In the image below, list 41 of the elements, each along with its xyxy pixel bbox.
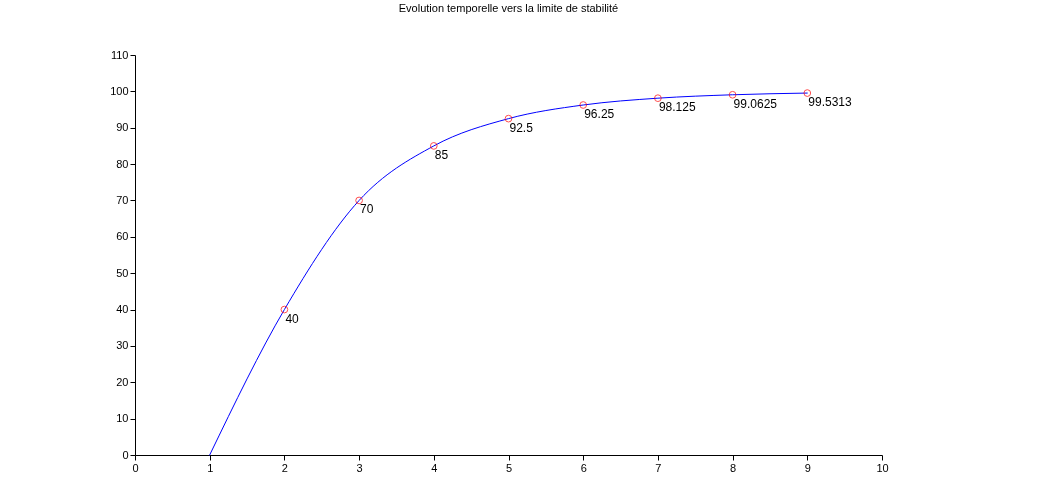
- y-tick-label: 0: [122, 448, 129, 461]
- point: [429, 142, 438, 150]
- y-tick-label: 70: [116, 193, 129, 206]
- y-tick-label: 80: [116, 157, 129, 170]
- y-tick-label: 90: [116, 121, 129, 134]
- x-tick-label: 4: [431, 461, 438, 474]
- x-tick-label: 0: [132, 461, 139, 474]
- x-tick-label: 7: [655, 461, 662, 474]
- point: [504, 114, 513, 123]
- data-label: 40: [285, 311, 300, 326]
- y-tick-label: 40: [116, 303, 129, 316]
- point: [803, 89, 812, 97]
- data-label: 96.25: [584, 107, 615, 121]
- y-tick-label: 60: [116, 230, 129, 243]
- data-label: 70: [360, 202, 374, 217]
- chart-title: Evolution temporelle vers la limite de stabilité: [398, 2, 619, 14]
- y-tick-label: 50: [116, 266, 129, 279]
- x-tick-label: 5: [505, 461, 513, 474]
- x-tick-label: 6: [580, 461, 587, 474]
- y-tick-label: 20: [116, 375, 129, 388]
- data-label: 99.0625: [733, 96, 778, 111]
- x-tick-label: 1: [207, 461, 214, 474]
- y-tick-label: 110: [110, 48, 129, 61]
- point: [280, 305, 289, 314]
- data-label: 98.125: [658, 100, 696, 115]
- x-tick-label: 10: [876, 461, 889, 474]
- y-tick-label: 10: [116, 412, 129, 425]
- data-label: 85: [434, 147, 449, 162]
- point: [728, 90, 737, 99]
- y-tick-label: 30: [116, 339, 129, 352]
- line-series: [209, 92, 808, 456]
- point: [654, 94, 662, 103]
- data-label: 99.5313: [808, 95, 852, 110]
- x-tick-label: 9: [804, 461, 811, 474]
- data-label: 92.5: [509, 120, 534, 135]
- point: [579, 101, 588, 109]
- x-tick-label: 3: [356, 461, 363, 474]
- x-tick-label: 2: [281, 461, 288, 474]
- point: [355, 196, 363, 205]
- y-tick-label: 100: [110, 84, 129, 97]
- x-tick-label: 8: [730, 461, 737, 474]
